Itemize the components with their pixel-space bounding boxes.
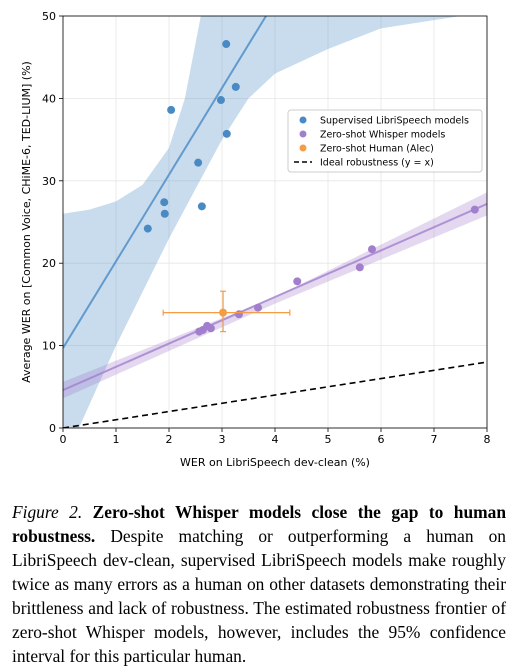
point: [470, 205, 479, 214]
fit-line: [63, 16, 267, 349]
point: [160, 198, 169, 207]
x-tick-label: 2: [166, 433, 173, 446]
point: [355, 263, 364, 272]
plot-frame: [62, 15, 488, 429]
point: [197, 202, 206, 211]
point: [367, 245, 376, 254]
y-axis-label: Average WER on [Common Voice, CHiME-6, T…: [20, 61, 33, 383]
legend-marker: [299, 144, 307, 152]
legend-marker: [299, 116, 307, 124]
legend-box: [287, 109, 483, 173]
x-tick-label: 1: [113, 433, 120, 446]
ideal-line: [63, 361, 487, 428]
legend-label: Zero-shot Human (Alec): [320, 144, 434, 155]
confidence-band: [63, 192, 487, 399]
caption-text: Despite matching or outperforming a huma…: [12, 526, 506, 666]
chart: WER on LibriSpeech dev-clean (%) Average…: [20, 10, 491, 469]
x-tick-label: 0: [60, 433, 67, 446]
point: [222, 129, 231, 138]
point: [160, 209, 169, 218]
y-tick-label: 50: [42, 10, 56, 23]
x-tick-label: 7: [431, 433, 438, 446]
x-tick-label: 3: [219, 433, 226, 446]
y-tick-label: 10: [42, 340, 56, 353]
y-tick-label: 0: [49, 422, 56, 435]
x-tick-label: 4: [272, 433, 279, 446]
legend-label: Ideal robustness (y = x): [320, 158, 434, 169]
x-tick-label: 8: [484, 433, 491, 446]
legend-label: Zero-shot Whisper models: [320, 130, 445, 141]
point: [167, 105, 176, 114]
legend-label: Supervised LibriSpeech models: [320, 116, 469, 127]
y-tick-label: 30: [42, 175, 56, 188]
point: [234, 310, 243, 319]
point: [219, 308, 228, 317]
point: [231, 82, 240, 91]
fit-line: [63, 202, 487, 392]
point: [194, 158, 203, 167]
point: [222, 40, 231, 49]
point: [206, 324, 215, 333]
point: [216, 96, 225, 105]
caption-title: Zero-shot Whisper models close the gap t…: [12, 502, 507, 546]
point: [293, 277, 302, 286]
caption: Figure 2. Zero-shot Whisper models close…: [12, 500, 506, 668]
y-tick-label: 40: [42, 92, 56, 105]
confidence-band: [63, 16, 461, 428]
x-axis-label: WER on LibriSpeech dev-clean (%): [180, 456, 370, 469]
point: [254, 303, 263, 312]
y-tick-label: 20: [42, 257, 56, 270]
legend-marker: [299, 130, 307, 138]
caption-label: Figure 2.: [12, 502, 83, 522]
x-tick-label: 6: [378, 433, 385, 446]
point: [143, 224, 152, 233]
plot-area: [63, 16, 487, 428]
x-tick-label: 5: [325, 433, 332, 446]
